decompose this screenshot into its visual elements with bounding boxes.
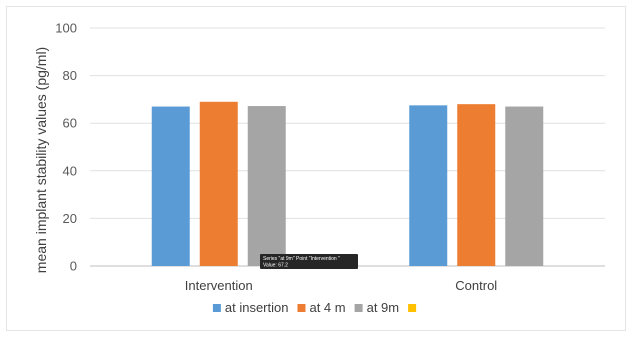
bar[interactable] [409, 105, 448, 266]
chart-frame [6, 6, 626, 331]
legend-swatch [354, 304, 363, 312]
legend-item[interactable] [408, 304, 417, 312]
legend-swatch [212, 304, 221, 312]
y-tick-label: 60 [63, 116, 77, 131]
legend-swatch [408, 304, 417, 312]
tooltip-background [260, 254, 358, 269]
y-tick-label: 80 [63, 68, 77, 83]
y-tick-label: 0 [70, 259, 77, 274]
bar[interactable] [151, 106, 190, 266]
y-tick-label: 40 [63, 163, 77, 178]
legend-swatch [297, 304, 306, 312]
legend-item[interactable]: at insertion [212, 300, 289, 315]
legend-item[interactable]: at 4 m [297, 300, 346, 315]
legend-item[interactable]: at 9m [354, 300, 400, 315]
y-tick-label: 20 [63, 211, 77, 226]
y-tick-label: 100 [55, 21, 77, 36]
legend-label: at insertion [225, 300, 289, 315]
bar[interactable] [505, 106, 544, 266]
bar[interactable] [199, 101, 238, 266]
legend-label: at 4 m [309, 300, 345, 315]
y-axis-title: mean implant stability values (pg/ml) [33, 47, 49, 273]
x-category-label: Intervention [185, 278, 253, 293]
tooltip-line-2: Value: 67.2 [263, 263, 288, 269]
x-category-label: Control [455, 278, 497, 293]
tooltip: Series "at 9m" Point "Intervention " Val… [260, 254, 358, 269]
legend-label: at 9m [367, 300, 400, 315]
bar[interactable] [457, 104, 496, 266]
tooltip-line-1: Series "at 9m" Point "Intervention " [263, 256, 340, 262]
bar[interactable] [247, 106, 286, 267]
